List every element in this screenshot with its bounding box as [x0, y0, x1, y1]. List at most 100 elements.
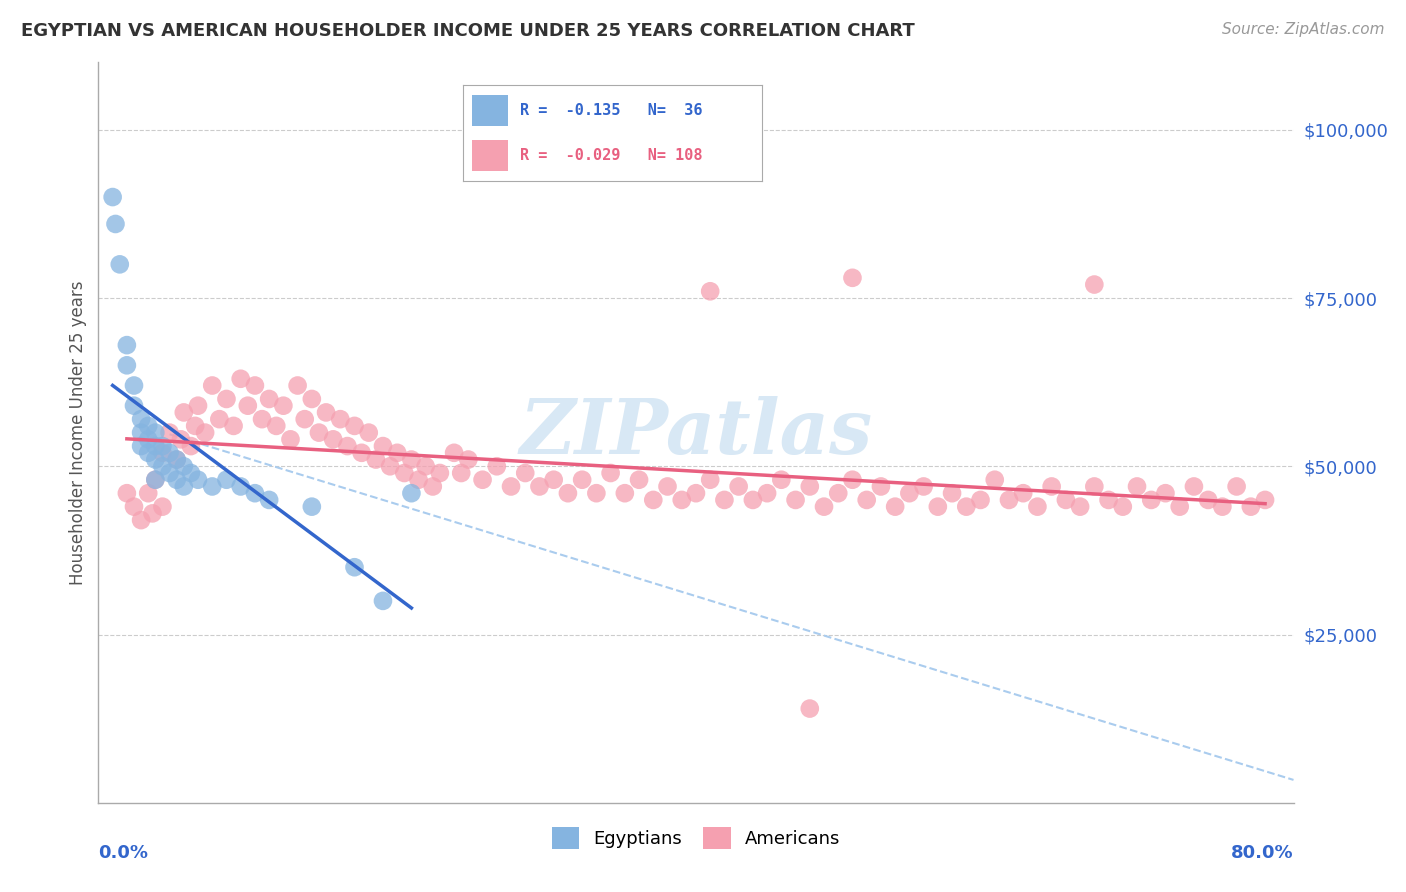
Point [287, 378, 309, 392]
Point [129, 425, 152, 440]
Point [343, 560, 366, 574]
Point [571, 473, 593, 487]
Point [108, 257, 131, 271]
Point [898, 486, 921, 500]
Point [1126, 479, 1149, 493]
Point [115, 359, 138, 373]
Point [756, 486, 779, 500]
Point [699, 285, 721, 299]
Point [613, 486, 636, 500]
Point [657, 479, 679, 493]
Point [136, 418, 159, 433]
Point [243, 378, 266, 392]
Legend: Egyptians, Americans: Egyptians, Americans [544, 821, 848, 856]
Point [927, 500, 949, 514]
Point [401, 486, 423, 500]
Point [1112, 500, 1135, 514]
Point [101, 190, 124, 204]
Point [599, 466, 621, 480]
Point [166, 473, 188, 487]
Point [727, 479, 749, 493]
Point [585, 486, 607, 500]
Point [1154, 486, 1177, 500]
Point [643, 492, 665, 507]
Point [415, 459, 437, 474]
Point [429, 466, 451, 480]
Point [336, 439, 359, 453]
Y-axis label: Householder Income Under 25 years: Householder Income Under 25 years [69, 280, 87, 585]
Point [229, 372, 252, 386]
Point [998, 492, 1021, 507]
Point [1083, 479, 1105, 493]
Point [143, 425, 166, 440]
Point [364, 452, 387, 467]
Point [180, 439, 202, 453]
Point [1054, 492, 1077, 507]
Point [301, 500, 323, 514]
Point [257, 492, 280, 507]
Point [371, 594, 394, 608]
Point [115, 338, 138, 352]
Point [799, 701, 821, 715]
Text: 0.0%: 0.0% [98, 844, 149, 862]
Point [159, 425, 181, 440]
Point [543, 473, 565, 487]
Point [408, 473, 430, 487]
Point [741, 492, 763, 507]
Point [515, 466, 537, 480]
Point [870, 479, 893, 493]
Point [855, 492, 877, 507]
Point [215, 473, 238, 487]
Text: Source: ZipAtlas.com: Source: ZipAtlas.com [1222, 22, 1385, 37]
Point [201, 378, 224, 392]
Point [1182, 479, 1205, 493]
Point [422, 479, 444, 493]
Point [1254, 492, 1277, 507]
Point [104, 217, 127, 231]
Point [243, 486, 266, 500]
Point [280, 433, 302, 447]
Point [208, 412, 231, 426]
Point [257, 392, 280, 406]
Point [143, 439, 166, 453]
Point [443, 446, 465, 460]
Point [301, 392, 323, 406]
Point [350, 446, 373, 460]
Point [152, 439, 174, 453]
Point [173, 479, 195, 493]
Point [141, 507, 163, 521]
Point [357, 425, 380, 440]
Point [1012, 486, 1035, 500]
Point [557, 486, 579, 500]
Point [184, 418, 207, 433]
Point [471, 473, 494, 487]
Point [129, 412, 152, 426]
Point [1083, 277, 1105, 292]
Point [136, 486, 159, 500]
Point [785, 492, 807, 507]
Point [215, 392, 238, 406]
Point [343, 418, 366, 433]
Point [250, 412, 273, 426]
Point [294, 412, 316, 426]
Point [159, 446, 181, 460]
Point [529, 479, 551, 493]
Text: 80.0%: 80.0% [1230, 844, 1294, 862]
Point [143, 452, 166, 467]
Point [322, 433, 344, 447]
Point [143, 473, 166, 487]
Point [884, 500, 907, 514]
Point [273, 399, 295, 413]
Point [122, 500, 145, 514]
Point [1197, 492, 1219, 507]
Point [173, 459, 195, 474]
Point [450, 466, 472, 480]
Point [713, 492, 735, 507]
Point [194, 425, 217, 440]
Point [143, 473, 166, 487]
Point [173, 405, 195, 419]
Point [1140, 492, 1163, 507]
Point [1097, 492, 1119, 507]
Point [1069, 500, 1091, 514]
Point [969, 492, 991, 507]
